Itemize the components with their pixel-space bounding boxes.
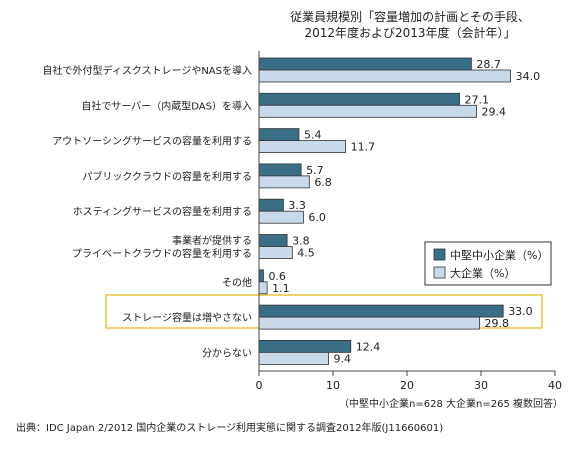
category-label-5-line-0: 事業者が提供する (172, 234, 252, 247)
value-label-large-6: 1.1 (272, 282, 290, 295)
bar-large-0 (258, 69, 512, 83)
x-axis-ticks: 0 10 20 30 40 (256, 371, 562, 392)
bar-sme-7 (258, 304, 504, 318)
bar-sme-2 (258, 128, 300, 142)
sample-size-note: （中堅中小企業n=628 大企業n=265 複数回答） (339, 397, 563, 410)
bar-large-1 (258, 104, 477, 118)
category-label-2: アウトソーシングサービスの容量を利用する (52, 135, 252, 148)
value-label-sme-0: 28.7 (476, 58, 501, 71)
legend-swatch-sme (433, 248, 446, 261)
bar-sme-0 (258, 57, 472, 71)
x-tick-label-10: 10 (326, 379, 340, 392)
category-label-3: パブリッククラウドの容量を利用する (82, 170, 252, 183)
x-tick-label-20: 20 (400, 379, 414, 392)
bar-sme-1 (258, 92, 460, 106)
chart-title-line-2: 2012年度および2013年度（会計年）」 (304, 25, 515, 40)
legend-label-large: 大企業（%） (450, 266, 515, 280)
category-label-5-line-1: プライベートクラウドの容量を利用する (72, 247, 252, 260)
value-label-large-2: 11.7 (351, 141, 376, 154)
legend-swatch-large (433, 266, 446, 279)
value-label-sme-6: 0.6 (268, 270, 286, 283)
value-label-sme-5: 3.8 (292, 235, 310, 248)
bar-large-6 (258, 281, 268, 295)
value-label-large-0: 34.0 (516, 70, 541, 83)
bar-sme-6 (258, 269, 264, 283)
legend: 中堅中小企業（%） 大企業（%） (424, 241, 552, 286)
bar-sme-5 (258, 234, 288, 247)
value-label-sme-3: 5.7 (306, 164, 324, 177)
bar-large-4 (258, 210, 304, 224)
x-tick-label-40: 40 (548, 379, 562, 392)
bar-sme-8 (258, 339, 352, 353)
x-tick-label-0: 0 (256, 379, 263, 392)
category-label-0: 自社で外付型ディスクストレージやNASを導入 (43, 64, 252, 77)
value-label-sme-2: 5.4 (304, 129, 322, 142)
value-labels: 28.7 34.0 27.129.4 5.4 11.7 5.76.8 3.36.0 3.84.… (268, 58, 540, 365)
bar-large-3 (258, 175, 310, 189)
value-label-sme-4: 3.3 (288, 199, 306, 212)
value-label-large-1: 29.4 (482, 105, 507, 118)
source-caption: 出典：IDC Japan 2/2012 国内企業のストレージ利用実態に関する調査… (16, 421, 443, 434)
legend-box (424, 241, 552, 286)
category-label-7: ストレージ容量は増やさない (122, 311, 252, 324)
value-label-sme-7: 33.0 (508, 305, 533, 318)
value-label-large-7: 29.8 (485, 317, 510, 330)
category-labels: 自社で外付型ディスクストレージやNASを導入自社でサーバー（内蔵型DAS）を導入… (43, 64, 252, 359)
bar-large-2 (258, 140, 346, 154)
chart-title-line-1: 従業員規模別「容量増加の計画とその手段、 (290, 9, 530, 24)
chart-title: 従業員規模別「容量増加の計画とその手段、 2012年度および2013年度（会計年… (290, 9, 530, 40)
category-label-1: 自社でサーバー（内蔵型DAS）を導入 (81, 99, 252, 112)
category-label-4: ホスティングサービスの容量を利用する (73, 205, 252, 218)
x-tick-label-30: 30 (474, 379, 488, 392)
legend-label-sme: 中堅中小企業（%） (450, 248, 548, 262)
category-label-8: 分からない (202, 347, 252, 359)
bar-sme-3 (258, 163, 302, 177)
value-label-large-4: 6.0 (308, 211, 326, 224)
value-label-sme-8: 12.4 (356, 340, 381, 353)
value-label-sme-1: 27.1 (465, 93, 490, 106)
bar-large-7 (258, 316, 480, 330)
bars-group (258, 57, 512, 365)
bar-sme-4 (258, 198, 284, 212)
bar-large-8 (258, 351, 329, 365)
value-label-large-8: 9.4 (334, 352, 352, 365)
value-label-large-3: 6.8 (314, 176, 332, 189)
value-label-large-5: 4.5 (297, 247, 315, 260)
bar-large-5 (258, 246, 293, 259)
category-label-6: その他 (222, 276, 252, 289)
